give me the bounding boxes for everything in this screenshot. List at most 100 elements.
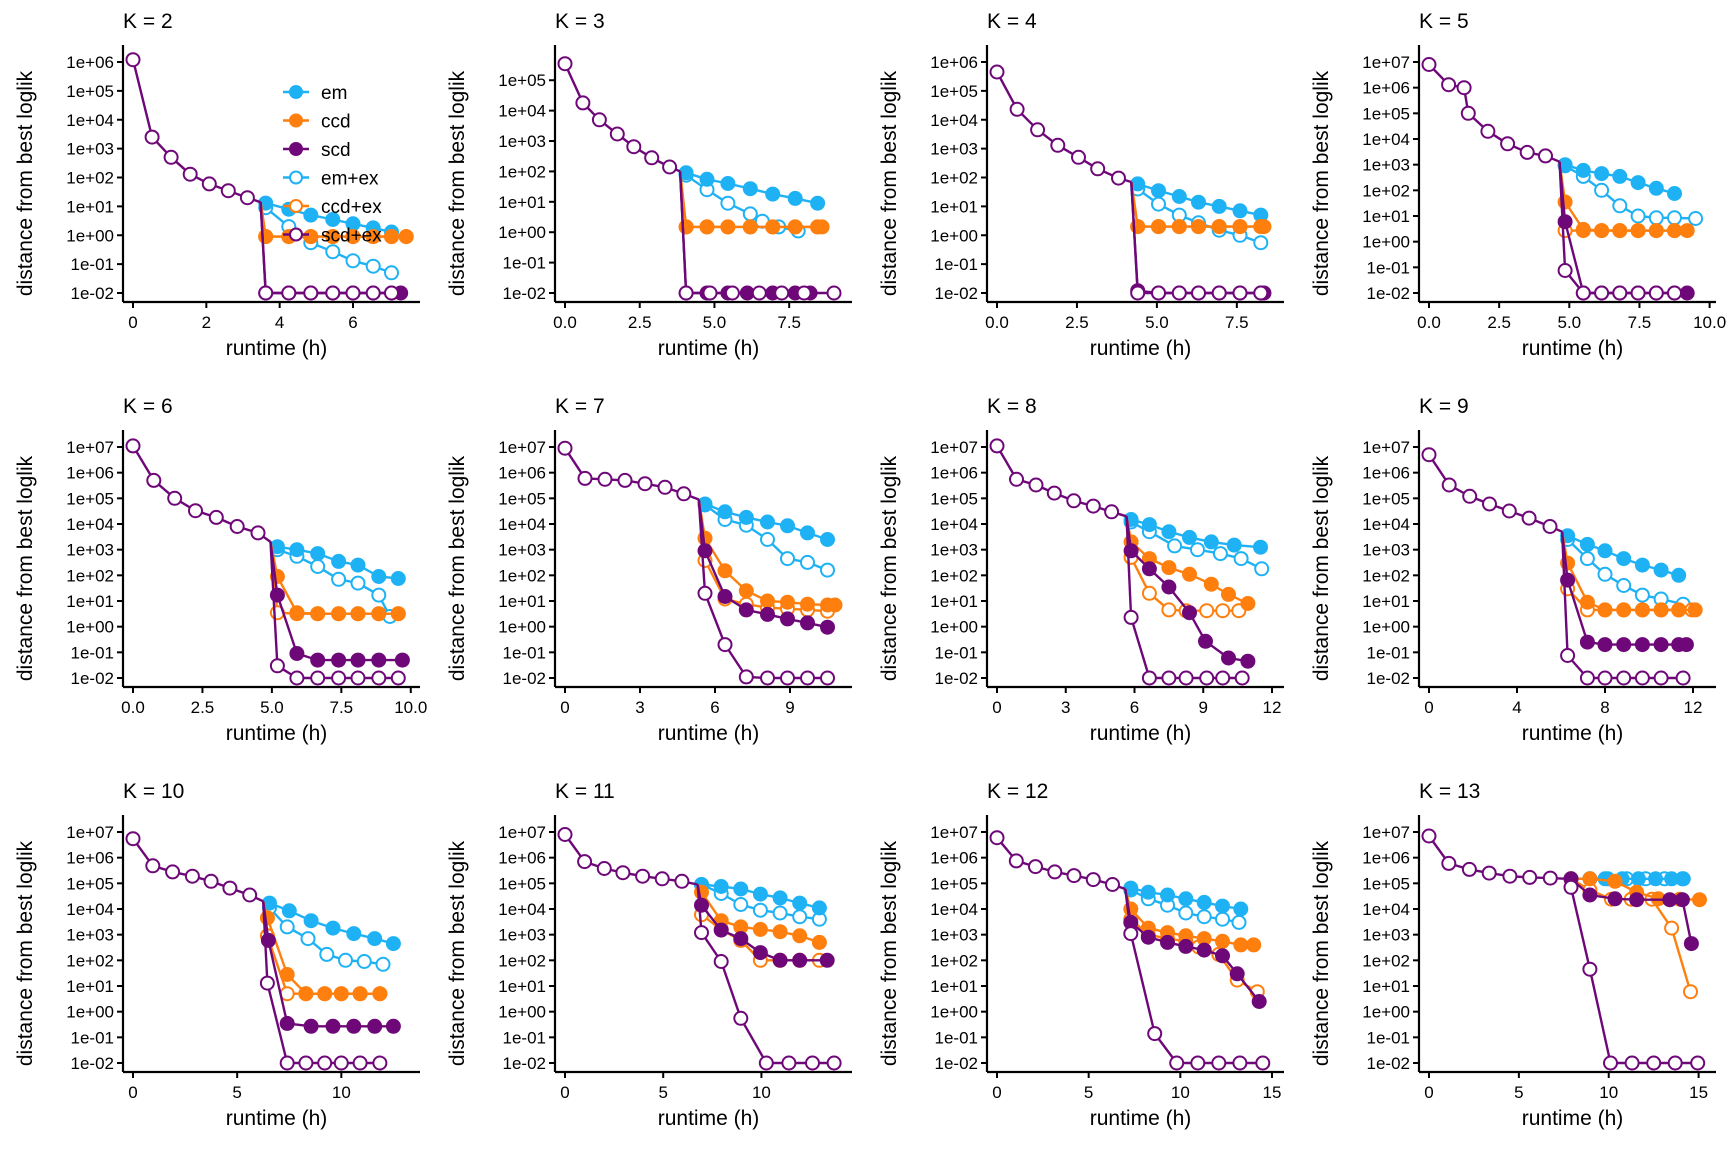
data-point-ccd (333, 986, 349, 1002)
data-point-ccd (827, 597, 843, 613)
data-point-scd (1160, 934, 1175, 950)
data-point-scd-ex (1557, 263, 1573, 278)
data-point-scd-ex (333, 1055, 349, 1071)
data-point-em (1630, 871, 1646, 887)
data-point-shared (250, 525, 266, 541)
data-point-scd-ex (1232, 285, 1248, 301)
x-tick-label: 5 (1084, 1083, 1093, 1102)
data-point-shared (1542, 519, 1558, 534)
data-point-scd-ex (1579, 670, 1595, 686)
data-point-ccd (1215, 933, 1230, 949)
data-point-scd-ex (350, 670, 366, 686)
x-tick-label: 10.0 (394, 698, 427, 717)
data-point-scd-ex (390, 670, 406, 686)
data-point-shared (182, 166, 198, 182)
data-point-ccd (1233, 937, 1249, 953)
panel-k12: K = 12 1e-02 1e-01 1e+00 1e+01 1e+02 1e+03 1e+0… (878, 780, 1284, 1130)
data-point-shared (657, 479, 673, 495)
data-point-ccd (792, 928, 808, 944)
data-point-ccd-ex (1199, 603, 1215, 619)
data-point-shared (674, 873, 690, 889)
data-point-em (1191, 194, 1206, 210)
data-point-em (742, 181, 758, 197)
y-tick-label: 1e-01 (71, 1028, 114, 1047)
data-point-shared (1085, 498, 1101, 514)
x-axis-label: runtime (h) (658, 722, 760, 745)
y-tick-label: 1e-02 (935, 669, 978, 688)
data-point-em-ex (1612, 198, 1628, 214)
data-point-em (325, 920, 341, 936)
x-tick-label: 7.5 (1628, 313, 1652, 332)
data-point-ccd (1630, 223, 1646, 239)
legend-key-marker (289, 199, 303, 213)
legend-label: ccd+ex (321, 197, 382, 218)
x-axis-label: runtime (h) (658, 1107, 760, 1130)
data-point-scd-ex (1616, 670, 1632, 686)
data-point-ccd (371, 606, 387, 622)
y-tick-label: 1e+01 (498, 193, 546, 212)
data-point-shared (676, 486, 692, 502)
data-point-scd-ex (1594, 285, 1610, 301)
data-point-shared (1460, 105, 1476, 121)
x-tick-label: 10.0 (1693, 313, 1726, 332)
data-point-em (1226, 537, 1242, 553)
data-point-scd-ex (694, 925, 709, 941)
data-point-scd (694, 897, 709, 913)
data-point-shared (1009, 471, 1024, 487)
data-point-em-ex (371, 587, 387, 603)
data-point-shared (662, 159, 678, 175)
y-tick-label: 1e+00 (930, 618, 978, 637)
y-tick-label: 1e+04 (66, 111, 114, 130)
y-tick-label: 1e+04 (498, 102, 546, 121)
data-point-em (1667, 186, 1682, 201)
data-point-em-ex (1616, 578, 1632, 593)
data-point-shared (201, 176, 217, 192)
data-point-scd (1140, 929, 1156, 945)
panel-title: K = 2 (123, 10, 173, 33)
legend-item-ccd: ccd (283, 112, 351, 133)
data-point-scd (394, 652, 410, 668)
data-point-em-ex (350, 575, 366, 591)
data-point-shared (1008, 853, 1024, 869)
data-point-scd-ex (1169, 1055, 1185, 1071)
data-point-em (720, 176, 736, 191)
data-point-em (1634, 557, 1650, 573)
data-point-scd (1678, 637, 1694, 653)
data-point-scd (1182, 605, 1197, 621)
data-point-em-ex (820, 562, 835, 578)
y-tick-label: 1e+06 (1362, 849, 1410, 868)
data-point-em (1630, 175, 1646, 191)
data-point-scd (1616, 637, 1632, 653)
data-point-scd (289, 646, 305, 661)
data-point-em (1141, 517, 1157, 533)
y-tick-label: 1e+00 (930, 1003, 978, 1022)
data-point-ccd (738, 583, 754, 599)
data-point-shared (144, 129, 160, 145)
y-tick-label: 1e+03 (498, 132, 546, 151)
x-tick-label: 6 (348, 313, 357, 332)
legend-item-ccd-ex: ccd+ex (283, 197, 382, 218)
data-point-shared (577, 470, 593, 486)
legend-label: ccd (321, 112, 351, 133)
y-tick-label: 1e+02 (1362, 566, 1410, 585)
data-point-em (390, 571, 406, 586)
y-tick-label: 1e+00 (1362, 233, 1410, 252)
data-point-scd-ex (1255, 1055, 1271, 1071)
x-tick-label: 3 (635, 698, 644, 717)
data-point-scd (1679, 285, 1695, 301)
data-point-scd-ex (1123, 926, 1139, 942)
data-point-ccd (390, 606, 406, 622)
legend-item-scd-ex: scd+ex (283, 226, 382, 247)
y-tick-label: 1e+05 (1362, 874, 1410, 893)
data-point-shared (557, 56, 573, 72)
x-axis-label: runtime (h) (1090, 1107, 1192, 1130)
data-point-scd-ex (1560, 648, 1576, 663)
data-point-scd (760, 606, 775, 622)
y-tick-label: 1e+01 (498, 977, 546, 996)
data-point-scd (1161, 579, 1177, 595)
data-point-em (1648, 871, 1663, 887)
data-point-scd-ex (365, 285, 381, 301)
panel-k10: K = 10 1e-02 1e-01 1e+00 1e+01 1e+02 1e+03 1e+0… (14, 780, 420, 1130)
data-point-shared (1441, 477, 1457, 493)
data-point-scd-ex (733, 1010, 749, 1026)
